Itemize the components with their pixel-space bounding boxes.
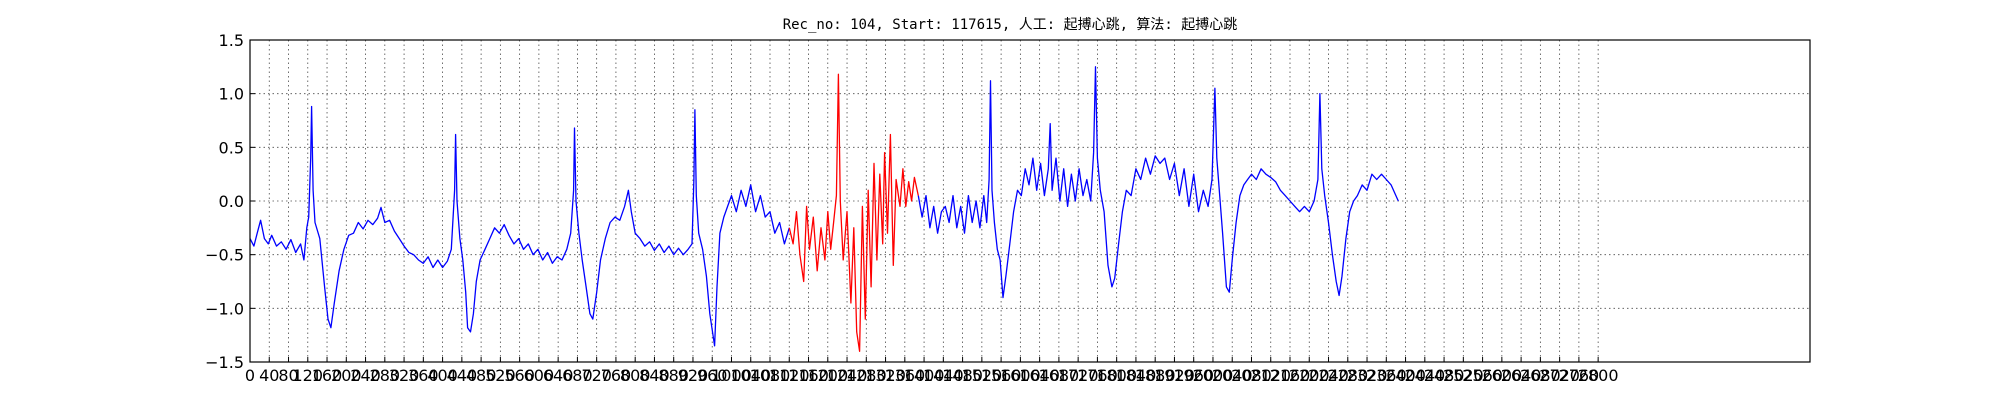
- x-tick-label: 1000: [711, 366, 752, 385]
- x-tick-label: 2120: [1250, 366, 1291, 385]
- x-tick-label: 2640: [1501, 366, 1542, 385]
- ticks: 0 408012016020024028032036040044048052056…: [205, 31, 1618, 385]
- x-tick-label: 2600: [1481, 366, 1522, 385]
- x-tick-label: 1240: [827, 366, 868, 385]
- x-tick-label: 1920: [1154, 366, 1195, 385]
- x-tick-label: 1120: [769, 366, 810, 385]
- x-tick-label: 360: [408, 366, 439, 385]
- x-tick-label: 1200: [807, 366, 848, 385]
- ecg-series-line-0: [249, 105, 790, 347]
- x-tick-label: 2200: [1289, 366, 1330, 385]
- x-tick-label: 2760: [1559, 366, 1600, 385]
- x-tick-label: 2280: [1327, 366, 1368, 385]
- x-tick-label: 2560: [1462, 366, 1503, 385]
- x-tick-label: 1640: [1019, 366, 1060, 385]
- y-tick-label: 1.5: [219, 31, 244, 50]
- x-tick-label: 1720: [1058, 366, 1099, 385]
- x-tick-label: 2680: [1520, 366, 1561, 385]
- x-tick-label: 2040: [1212, 366, 1253, 385]
- x-tick-label: 1400: [904, 366, 945, 385]
- x-tick-label: 680: [562, 366, 593, 385]
- y-tick-label: −1.5: [205, 353, 244, 372]
- x-tick-label: 2520: [1443, 366, 1484, 385]
- x-tick-label: 1040: [730, 366, 771, 385]
- x-tick-label: 1880: [1135, 366, 1176, 385]
- x-tick-label: 1080: [750, 366, 791, 385]
- y-tick-label: 0.5: [219, 138, 244, 157]
- x-tick-label: 40: [259, 366, 279, 385]
- ecg-series-line-1: [788, 73, 919, 352]
- x-tick-label: 1360: [884, 366, 925, 385]
- x-tick-label: 200: [331, 366, 362, 385]
- x-tick-label: 400: [427, 366, 458, 385]
- x-tick-label: 0: [245, 366, 255, 385]
- x-tick-label: 1440: [923, 366, 964, 385]
- x-tick-label: 2080: [1231, 366, 1272, 385]
- x-tick-label: 1760: [1077, 366, 1118, 385]
- x-tick-label: 2440: [1404, 366, 1445, 385]
- x-tick-label: 640: [543, 366, 574, 385]
- x-tick-label: 1840: [1116, 366, 1157, 385]
- x-tick-label: 160: [312, 366, 343, 385]
- x-tick-label: 2480: [1424, 366, 1465, 385]
- x-tick-label: 120: [293, 366, 324, 385]
- y-tick-label: 1.0: [219, 85, 244, 104]
- x-tick-label: 1960: [1173, 366, 1214, 385]
- x-tick-label: 1800: [1096, 366, 1137, 385]
- x-tick-label: 2320: [1347, 366, 1388, 385]
- x-tick-label: 560: [504, 366, 535, 385]
- x-tick-label: 1480: [942, 366, 983, 385]
- x-tick-label: 960: [697, 366, 728, 385]
- x-tick-label: 520: [485, 366, 516, 385]
- grid: [250, 40, 1810, 362]
- chart-title: Rec_no: 104, Start: 117615, 人工: 起搏心跳, 算法…: [783, 16, 1238, 33]
- plot-frame: [249, 39, 1811, 363]
- x-tick-label: 2000: [1193, 366, 1234, 385]
- x-tick-label: 1520: [961, 366, 1002, 385]
- x-tick-label: 1600: [1000, 366, 1041, 385]
- x-tick-label: 1560: [981, 366, 1022, 385]
- x-tick-label: 920: [678, 366, 709, 385]
- x-tick-label: 1160: [788, 366, 829, 385]
- x-tick-label: 720: [581, 366, 612, 385]
- x-tick-label: 240: [350, 366, 381, 385]
- ecg-series-line-2: [917, 66, 1399, 299]
- x-tick-label: 2720: [1539, 366, 1580, 385]
- x-tick-label: 2360: [1366, 366, 1407, 385]
- x-tick-label: 320: [389, 366, 420, 385]
- x-tick-label: 1680: [1039, 366, 1080, 385]
- x-tick-label: 600: [524, 366, 555, 385]
- x-tick-label: 840: [639, 366, 670, 385]
- x-tick-label: 2800: [1578, 366, 1619, 385]
- x-tick-label: 280: [370, 366, 401, 385]
- x-tick-label: 440: [447, 366, 478, 385]
- y-tick-label: −1.0: [205, 299, 244, 318]
- x-tick-label: 80: [278, 366, 298, 385]
- y-tick-label: −0.5: [205, 246, 244, 265]
- x-tick-label: 2160: [1270, 366, 1311, 385]
- x-tick-label: 1320: [865, 366, 906, 385]
- x-tick-label: 2240: [1308, 366, 1349, 385]
- x-tick-label: 1280: [846, 366, 887, 385]
- x-tick-label: 480: [466, 366, 497, 385]
- x-tick-label: 880: [658, 366, 689, 385]
- x-tick-label: 2400: [1385, 366, 1426, 385]
- series-group: [249, 66, 1399, 352]
- x-tick-label: 800: [620, 366, 651, 385]
- x-tick-label: 760: [601, 366, 632, 385]
- y-tick-label: 0.0: [219, 192, 244, 211]
